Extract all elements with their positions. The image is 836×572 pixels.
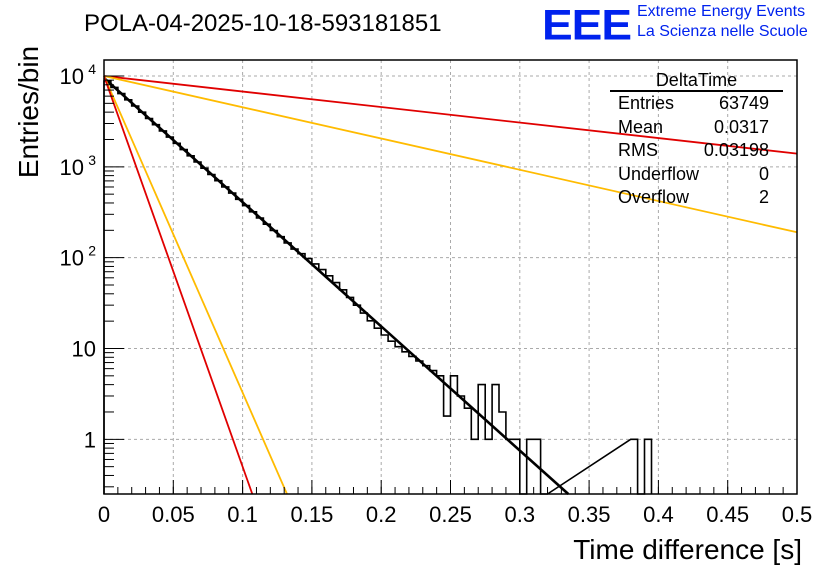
ticks — [103, 75, 798, 494]
x-tick-label: 0.1 — [227, 502, 258, 527]
series-fit — [103, 77, 570, 495]
stats-value: 2 — [758, 187, 769, 207]
x-tick-label: 0.3 — [505, 502, 536, 527]
grid — [104, 60, 797, 494]
histogram-outline — [103, 80, 653, 495]
stats-value: 0 — [758, 163, 769, 184]
x-tick-label: 0.25 — [429, 502, 472, 527]
x-tick-labels: 0 0.05 0.1 0.15 0.2 0.25 0.3 0.35 0.4 0.45 0.5 — [98, 502, 812, 527]
series-red-slow — [103, 75, 798, 155]
y-tick-label: 10 — [60, 246, 84, 271]
series-yellow-slow — [103, 75, 798, 234]
y-tick-exponent: 2 — [88, 243, 96, 259]
stats-box: DeltaTime Entries 63749 Mean 0.0317 RMS … — [610, 70, 783, 210]
stats-label: Entries — [618, 93, 675, 113]
plot-title: POLA-04-2025-10-18-593181851 — [84, 10, 442, 37]
stats-row-entries: Entries 63749 — [611, 92, 779, 116]
stats-value: 0.0317 — [713, 116, 769, 137]
histogram — [103, 80, 653, 495]
x-axis-label: Time difference [s] — [573, 534, 802, 565]
stats-value: 0.03198 — [703, 140, 769, 160]
x-tick-label: 0.5 — [782, 502, 813, 527]
y-tick-exponent: 4 — [88, 61, 96, 77]
y-tick-exponent: 3 — [88, 152, 96, 168]
y-axis-label: Entries/bin — [13, 45, 44, 179]
y-tick-label: 10 — [72, 336, 96, 361]
x-tick-label: 0.45 — [706, 502, 749, 527]
y-tick-label: 1 — [84, 427, 96, 452]
x-tick-label: 0.35 — [568, 502, 611, 527]
eee-logo: EEE — [542, 1, 632, 49]
x-tick-label: 0 — [98, 502, 110, 527]
stats-label: RMS — [618, 140, 658, 160]
x-tick-label: 0.2 — [366, 502, 397, 527]
stats-label: Underflow — [618, 163, 700, 184]
stats-row-overflow: Overflow 2 — [611, 186, 779, 210]
series-red-fast — [103, 75, 254, 495]
stats-row-underflow: Underflow 0 — [611, 163, 779, 187]
stats-label: Mean — [618, 116, 664, 137]
series-yellow-fast — [103, 75, 288, 495]
x-tick-label: 0.4 — [643, 502, 674, 527]
stats-value: 63749 — [718, 93, 769, 113]
series-lines — [103, 75, 798, 495]
x-tick-label: 0.05 — [152, 502, 195, 527]
stats-label: Overflow — [618, 187, 690, 207]
eee-tagline-1: Extreme Energy Events — [637, 3, 806, 20]
stats-row-rms: RMS 0.03198 — [611, 139, 779, 163]
x-tick-label: 0.15 — [290, 502, 333, 527]
stats-row-mean: Mean 0.0317 — [611, 116, 779, 140]
eee-tagline-2: La Scienza nelle Scuole — [637, 23, 808, 40]
y-tick-label: 10 — [60, 155, 84, 180]
y-tick-label: 10 — [60, 64, 84, 89]
stats-title: DeltaTime — [610, 70, 783, 92]
